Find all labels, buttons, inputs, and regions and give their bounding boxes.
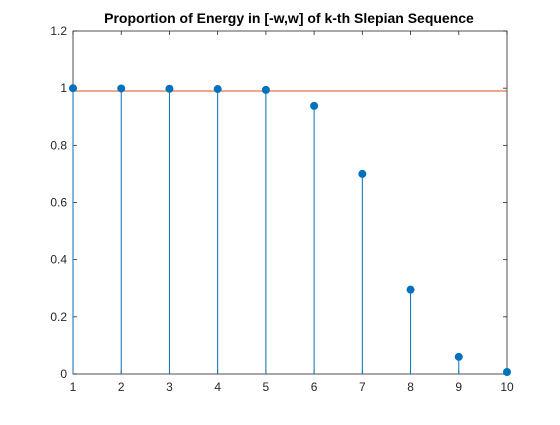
stem-marker: [117, 84, 126, 93]
x-tick-label: 3: [166, 380, 173, 394]
y-tick-label: 0.6: [50, 196, 67, 210]
x-tick-label: 8: [407, 380, 414, 394]
x-tick-label: 6: [311, 380, 318, 394]
stem-marker: [165, 84, 174, 93]
axes-box: [72, 30, 508, 375]
x-tick-label: 9: [455, 380, 462, 394]
chart-title: Proportion of Energy in [-w,w] of k-th S…: [104, 10, 474, 26]
stem-marker: [213, 85, 222, 94]
x-tick-label: 2: [118, 380, 125, 394]
x-tick-label: 7: [359, 380, 366, 394]
y-tick-label: 0.2: [50, 310, 67, 324]
y-tick-label: 0.8: [50, 138, 67, 152]
y-tick-label: 0: [60, 367, 67, 381]
x-tick-label: 1: [70, 380, 77, 394]
stem-marker: [358, 169, 367, 178]
x-tick-label: 5: [263, 380, 270, 394]
y-tick-label: 1.2: [50, 24, 67, 38]
stem-marker: [503, 367, 511, 376]
y-tick-label: 1: [60, 81, 67, 95]
plot-area: 1 2 3 4 5 6 7 8 9 10 0 0.2 0.4 0.6 0.8 1 1.2: [50, 24, 514, 394]
stem-marker: [406, 285, 415, 294]
y-tick-label: 0.4: [50, 253, 67, 267]
stem-marker: [261, 85, 270, 94]
x-tick-label: 4: [214, 380, 221, 394]
stem-marker: [69, 84, 77, 93]
stem-marker: [310, 101, 319, 110]
x-tick-label: 10: [500, 380, 514, 394]
stem-marker: [454, 352, 463, 361]
